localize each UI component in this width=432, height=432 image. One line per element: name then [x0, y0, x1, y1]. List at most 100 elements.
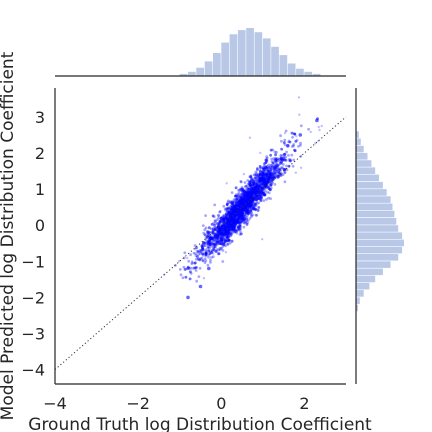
scatter-point — [201, 242, 205, 246]
scatter-point — [231, 206, 235, 209]
scatter-point — [218, 227, 222, 231]
scatter-point — [241, 215, 245, 218]
scatter-point — [208, 230, 211, 234]
scatter-point — [252, 180, 256, 183]
scatter-point — [256, 178, 260, 182]
scatter-point — [249, 190, 253, 194]
scatter-point — [244, 220, 248, 224]
scatter-point — [250, 181, 253, 185]
scatter-point — [256, 197, 260, 201]
scatter-point — [218, 231, 221, 235]
scatter-point — [261, 180, 265, 183]
marginal-x-bar — [179, 73, 188, 76]
scatter-point — [281, 166, 284, 170]
scatter-point — [238, 198, 242, 202]
scatter-point — [210, 223, 214, 226]
scatter-point — [245, 191, 249, 195]
scatter-point — [204, 254, 208, 258]
scatter-point — [208, 252, 212, 256]
scatter-point — [235, 197, 239, 201]
scatter-point — [248, 189, 251, 193]
scatter-point — [256, 167, 259, 171]
scatter-point — [239, 205, 242, 209]
scatter-point — [243, 208, 247, 211]
scatter-point — [250, 189, 254, 192]
scatter-point — [222, 217, 226, 221]
scatter-point — [215, 237, 219, 241]
scatter-point — [230, 215, 233, 219]
scatter-point — [231, 208, 235, 212]
scatter-point — [232, 219, 236, 223]
scatter-point — [241, 197, 245, 201]
scatter-point — [219, 235, 223, 238]
scatter-point — [196, 249, 199, 253]
scatter-point — [258, 169, 262, 173]
scatter-point — [225, 235, 229, 239]
scatter-point — [267, 185, 271, 189]
scatter-point — [238, 199, 242, 202]
scatter-point — [249, 195, 253, 199]
scatter-point — [232, 205, 236, 209]
scatter-point — [235, 231, 239, 235]
scatter-point — [249, 202, 253, 206]
scatter-point — [222, 238, 226, 242]
scatter-point — [237, 195, 241, 199]
scatter-point — [233, 220, 237, 223]
scatter-point — [242, 217, 246, 221]
scatter-point — [290, 131, 294, 135]
scatter-point — [240, 196, 243, 199]
scatter-point — [216, 234, 219, 238]
scatter-point — [222, 236, 226, 240]
scatter-point — [245, 192, 248, 196]
scatter-point — [228, 228, 232, 231]
scatter-point — [248, 206, 251, 210]
scatter-point — [261, 181, 264, 185]
scatter-point — [243, 205, 247, 208]
scatter-point — [224, 225, 228, 229]
scatter-point — [207, 239, 211, 243]
scatter-point — [233, 208, 237, 212]
scatter-point — [236, 213, 240, 217]
scatter-point — [266, 180, 269, 184]
scatter-point — [248, 205, 252, 209]
marginal-x-bar — [254, 32, 263, 76]
scatter-point — [208, 230, 211, 234]
scatter-point — [256, 188, 260, 192]
scatter-point — [246, 209, 250, 213]
scatter-point — [199, 250, 203, 254]
scatter-point — [248, 195, 252, 199]
scatter-point — [225, 235, 229, 239]
scatter-point — [258, 196, 262, 200]
scatter-point — [251, 201, 255, 204]
scatter-point — [257, 184, 261, 188]
marginal-y-bar — [356, 268, 383, 276]
scatter-point — [257, 184, 260, 188]
scatter-point — [234, 214, 238, 218]
scatter-point — [271, 165, 274, 169]
scatter-point — [239, 218, 243, 222]
scatter-point — [271, 175, 275, 179]
scatter-point — [201, 252, 205, 256]
scatter-point — [238, 225, 242, 228]
scatter-point — [260, 186, 264, 190]
scatter-point — [229, 216, 233, 220]
scatter-point — [249, 190, 253, 194]
scatter-point — [254, 177, 258, 181]
scatter-point — [243, 208, 247, 211]
scatter-point — [248, 185, 252, 188]
scatter-point — [226, 230, 230, 234]
scatter-point — [247, 203, 251, 207]
scatter-point — [263, 184, 266, 188]
scatter-point — [236, 217, 240, 221]
scatter-point — [247, 187, 251, 191]
scatter-point — [249, 194, 253, 197]
scatter-point — [229, 214, 233, 218]
scatter-point — [234, 220, 238, 224]
scatter-point — [264, 161, 268, 165]
scatter-point — [239, 194, 243, 198]
scatter-point — [232, 200, 236, 204]
scatter-point — [273, 150, 277, 154]
scatter-point — [285, 150, 288, 154]
scatter-point — [283, 168, 287, 171]
scatter-point — [241, 195, 245, 199]
